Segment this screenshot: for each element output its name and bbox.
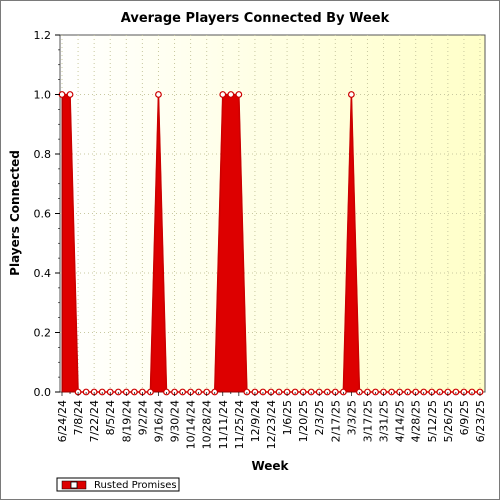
x-tick-label: 4/14/25 <box>394 400 407 442</box>
x-tick-label: 2/3/25 <box>313 400 326 435</box>
y-tick-label: 0.0 <box>34 386 52 399</box>
legend-marker-icon <box>70 481 78 489</box>
x-axis-ticks: 6/24/24 7/8/24 7/22/24 8/5/24 8/19/24 9/2/24 9… <box>56 392 487 449</box>
x-tick-label: 6/9/25 <box>458 400 471 435</box>
x-tick-label: 12/23/24 <box>265 400 278 449</box>
data-point <box>155 91 162 98</box>
data-point <box>219 91 227 98</box>
data-point <box>235 91 243 98</box>
y-axis-label: Players Connected <box>8 150 22 276</box>
x-tick-label: 1/6/25 <box>281 400 294 435</box>
y-tick-label: 0.2 <box>34 327 52 340</box>
x-tick-label: 8/19/24 <box>120 400 133 442</box>
y-tick-label: 0.8 <box>34 148 52 161</box>
legend-box <box>56 477 180 492</box>
x-tick-label: 9/16/24 <box>152 400 165 442</box>
y-tick-label: 0.6 <box>34 208 52 221</box>
data-point <box>58 91 66 98</box>
x-tick-label: 4/28/25 <box>410 400 423 442</box>
grid-lines <box>60 35 485 392</box>
y-axis-ticks: 0.0 0.2 0.4 0.6 0.8 1.0 1.2 <box>34 29 60 399</box>
y-tick-label: 1.0 <box>34 89 52 102</box>
x-tick-label: 10/14/24 <box>185 400 198 449</box>
x-tick-label: 2/17/25 <box>329 400 342 442</box>
x-tick-label: 5/26/25 <box>442 400 455 442</box>
x-tick-label: 3/3/25 <box>345 400 358 435</box>
data-point <box>347 91 355 98</box>
x-tick-label: 8/5/24 <box>104 400 117 435</box>
chart-title: Average Players Connected By Week <box>121 11 390 26</box>
x-tick-label: 9/2/24 <box>136 400 149 435</box>
x-tick-label: 10/28/24 <box>201 400 214 449</box>
x-tick-label: 3/31/25 <box>378 400 391 442</box>
x-tick-label: 11/11/24 <box>217 400 230 449</box>
x-tick-label: 1/20/25 <box>297 400 310 442</box>
x-tick-label: 3/17/25 <box>361 400 374 442</box>
x-tick-label: 9/30/24 <box>169 400 182 442</box>
x-tick-label: 6/23/25 <box>474 400 487 442</box>
x-tick-label: 5/12/25 <box>426 400 439 442</box>
x-tick-label: 7/8/24 <box>72 400 85 435</box>
x-axis-label: Week <box>251 459 289 473</box>
series-markers <box>58 91 484 396</box>
data-point <box>66 91 74 98</box>
legend-label: Rusted Promises <box>94 480 177 491</box>
x-tick-label: 7/22/24 <box>88 400 101 442</box>
legend: Rusted Promises <box>56 477 180 492</box>
y-tick-label: 1.2 <box>34 29 52 42</box>
x-tick-label: 11/25/24 <box>233 400 246 449</box>
x-tick-label: 6/24/24 <box>56 400 69 442</box>
x-tick-label: 12/9/24 <box>249 400 262 442</box>
data-point <box>227 91 235 98</box>
y-tick-label: 0.4 <box>34 267 52 280</box>
